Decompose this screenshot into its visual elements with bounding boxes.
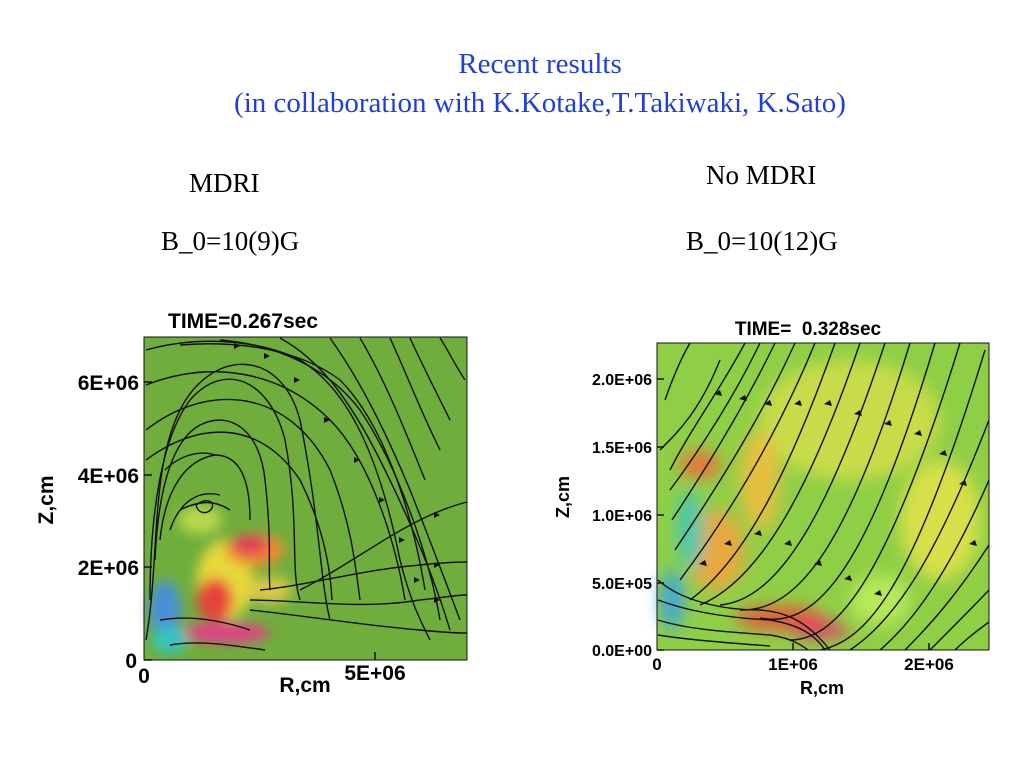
right-field-lines — [657, 342, 990, 651]
right-case-label: No MDRI — [706, 160, 817, 190]
right-xtick-0: 0 — [652, 655, 661, 674]
right-xtick-2e6: 2E+06 — [904, 655, 954, 674]
right-plot-frame — [656, 342, 990, 651]
left-plot-time: TIME=0.267sec — [168, 310, 318, 333]
left-case-label: MDRI — [189, 168, 260, 198]
right-field-label: B_0=10(12)G — [686, 226, 838, 256]
right-xlabel: R,cm — [800, 678, 844, 698]
left-ytick-2e6: 2E+06 — [78, 557, 139, 580]
left-ytick-6e6: 6E+06 — [78, 372, 139, 395]
left-plot-frame — [143, 336, 468, 661]
left-xtick-0: 0 — [138, 665, 150, 688]
left-y-ticks — [144, 381, 376, 661]
left-ytick-0: 0 — [125, 650, 137, 673]
right-simulation-plot: TIME= 0.328sec 2.0E+06 1.5E+06 1.0E+06 5… — [0, 0, 990, 698]
left-ylabel: Z,cm — [35, 475, 58, 524]
right-ytick-2e6: 2.0E+06 — [592, 372, 652, 389]
slide-subtitle: (in collaboration with K.Kotake,T.Takiwa… — [234, 87, 846, 119]
right-ytick-1e6: 1.0E+06 — [592, 508, 652, 525]
right-plot-time: TIME= 0.328sec — [735, 319, 882, 340]
left-xlabel: R,cm — [279, 674, 330, 697]
right-ytick-0: 0.0E+00 — [592, 643, 652, 660]
left-plot-colormap — [149, 506, 292, 654]
right-ticks — [657, 378, 930, 651]
right-ytick-5e5: 5.0E+05 — [592, 576, 652, 593]
left-xtick-5e6: 5E+06 — [344, 662, 405, 685]
left-field-label: B_0=10(9)G — [161, 226, 300, 256]
left-field-lines — [145, 337, 468, 651]
left-ytick-4e6: 4E+06 — [78, 465, 139, 488]
right-xtick-1e6: 1E+06 — [768, 655, 818, 674]
left-simulation-plot: TIME=0.267sec 6E+06 4E+06 2E+06 0 0 5E+0… — [0, 0, 468, 697]
right-ylabel: Z,cm — [553, 476, 573, 518]
right-arrow-marks — [699, 390, 977, 596]
slide-title: Recent results — [458, 48, 622, 80]
right-ytick-1-5e6: 1.5E+06 — [592, 440, 652, 457]
left-arrow-marks — [234, 343, 440, 603]
